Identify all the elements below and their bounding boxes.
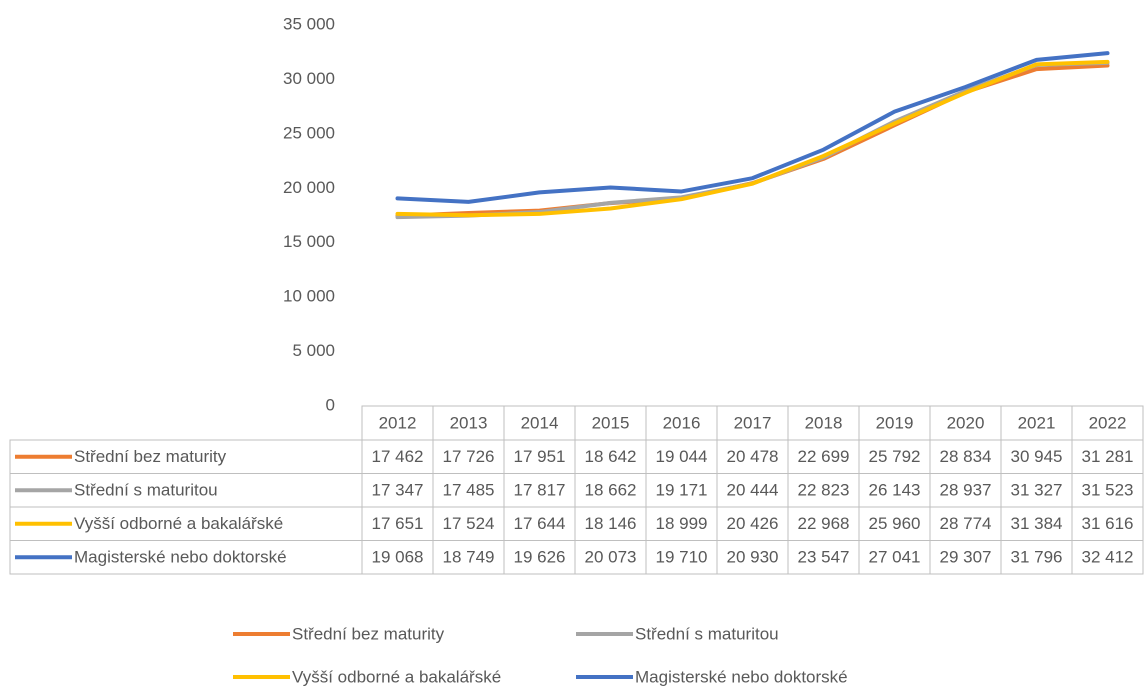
x-tick-label: 2018 (805, 413, 843, 432)
table-value: 32 412 (1082, 548, 1134, 567)
legend-label: Magisterské nebo doktorské (635, 667, 848, 686)
table-value: 17 951 (514, 447, 566, 466)
table-value: 20 444 (727, 481, 779, 500)
table-value: 20 426 (727, 514, 779, 533)
x-tick-label: 2014 (521, 413, 559, 432)
table-value: 17 726 (443, 447, 495, 466)
table-value: 25 960 (869, 514, 921, 533)
table-value: 22 823 (798, 481, 850, 500)
table-value: 29 307 (940, 548, 992, 567)
y-tick-label: 15 000 (283, 232, 335, 251)
table-value: 19 626 (514, 548, 566, 567)
table-value: 17 524 (443, 514, 495, 533)
table-value: 18 999 (656, 514, 708, 533)
y-tick-label: 10 000 (283, 287, 335, 306)
x-tick-label: 2020 (947, 413, 985, 432)
y-tick-label: 30 000 (283, 69, 335, 88)
table-value: 27 041 (869, 548, 921, 567)
y-tick-label: 20 000 (283, 178, 335, 197)
x-tick-label: 2016 (663, 413, 701, 432)
table-value: 17 347 (372, 481, 424, 500)
x-tick-label: 2013 (450, 413, 488, 432)
y-tick-label: 5 000 (292, 341, 335, 360)
table-value: 26 143 (869, 481, 921, 500)
table-row-label: Střední bez maturity (74, 447, 227, 466)
x-tick-label: 2012 (379, 413, 417, 432)
table-value: 17 817 (514, 481, 566, 500)
table-value: 31 281 (1082, 447, 1134, 466)
table-value: 31 384 (1011, 514, 1063, 533)
table-value: 19 710 (656, 548, 708, 567)
table-value: 19 068 (372, 548, 424, 567)
table-value: 23 547 (798, 548, 850, 567)
series-line (395, 60, 1110, 220)
table-value: 31 327 (1011, 481, 1063, 500)
table-value: 18 642 (585, 447, 637, 466)
table-value: 31 796 (1011, 548, 1063, 567)
table-value: 17 651 (372, 514, 424, 533)
y-tick-label: 35 000 (283, 14, 335, 33)
x-tick-label: 2019 (876, 413, 914, 432)
table-value: 22 699 (798, 447, 850, 466)
table-row-label: Magisterské nebo doktorské (74, 548, 287, 567)
legend-label: Střední s maturitou (635, 624, 779, 643)
x-tick-label: 2017 (734, 413, 772, 432)
table-value: 17 485 (443, 481, 495, 500)
y-tick-label: 25 000 (283, 123, 335, 142)
table-row-label: Vyšší odborné a bakalářské (74, 514, 283, 533)
x-tick-label: 2015 (592, 413, 630, 432)
table-value: 28 834 (940, 447, 992, 466)
table-value: 19 044 (656, 447, 708, 466)
table-value: 25 792 (869, 447, 921, 466)
table-value: 17 644 (514, 514, 566, 533)
table-value: 18 146 (585, 514, 637, 533)
table-value: 28 937 (940, 481, 992, 500)
table-cell (1071, 540, 1144, 575)
series-line (395, 59, 1110, 218)
series-line (395, 63, 1110, 218)
table-value: 30 945 (1011, 447, 1063, 466)
table-value: 31 523 (1082, 481, 1134, 500)
table-value: 22 968 (798, 514, 850, 533)
table-value: 20 478 (727, 447, 779, 466)
table-value: 19 171 (656, 481, 708, 500)
legend-label: Vyšší odborné a bakalářské (292, 667, 501, 686)
table-value: 28 774 (940, 514, 992, 533)
table-value: 17 462 (372, 447, 424, 466)
x-tick-label: 2021 (1018, 413, 1056, 432)
y-tick-label: 0 (326, 395, 335, 414)
table-value: 18 662 (585, 481, 637, 500)
legend-label: Střední bez maturity (292, 624, 445, 643)
table-value: 31 616 (1082, 514, 1134, 533)
x-tick-label: 2022 (1089, 413, 1127, 432)
series-line (395, 51, 1110, 204)
table-value: 18 749 (443, 548, 495, 567)
table-value: 20 930 (727, 548, 779, 567)
table-row-label: Střední s maturitou (74, 481, 218, 500)
table-value: 20 073 (585, 548, 637, 567)
